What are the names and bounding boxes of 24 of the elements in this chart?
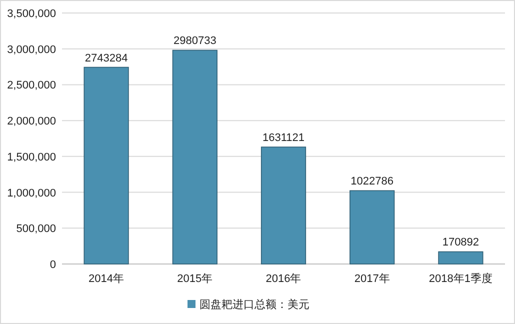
bar [84,66,129,264]
x-tick-label: 2014年 [88,273,124,285]
legend-label: 圆盘耙进口总额：美元 [200,298,310,311]
y-tick-label: 1,000,000 [7,187,56,200]
bar [350,190,395,264]
y-tick-label: 2,000,000 [7,116,56,128]
bar [260,146,306,264]
data-label: 1631121 [262,132,305,144]
y-tick-label: 3,500,000 [7,8,56,20]
y-tick-label: 0 [50,259,56,271]
data-label: 1022786 [350,176,394,188]
data-label: 2980733 [173,35,216,48]
data-label: 2743284 [84,52,128,64]
x-tick-label: 2016年 [266,273,302,285]
y-tick-label: 1,500,000 [7,151,56,164]
y-tick-label: 3,000,000 [7,44,56,56]
x-tick-label: 2018年1季度 [428,272,492,285]
x-tick-label: 2017年 [354,273,390,285]
bar [172,50,218,264]
bar [438,251,484,264]
y-tick-label: 500,000 [16,223,56,236]
x-tick-label: 2015年 [177,273,213,285]
data-label: 170892 [442,236,480,249]
y-tick-label: 2,500,000 [7,80,56,92]
